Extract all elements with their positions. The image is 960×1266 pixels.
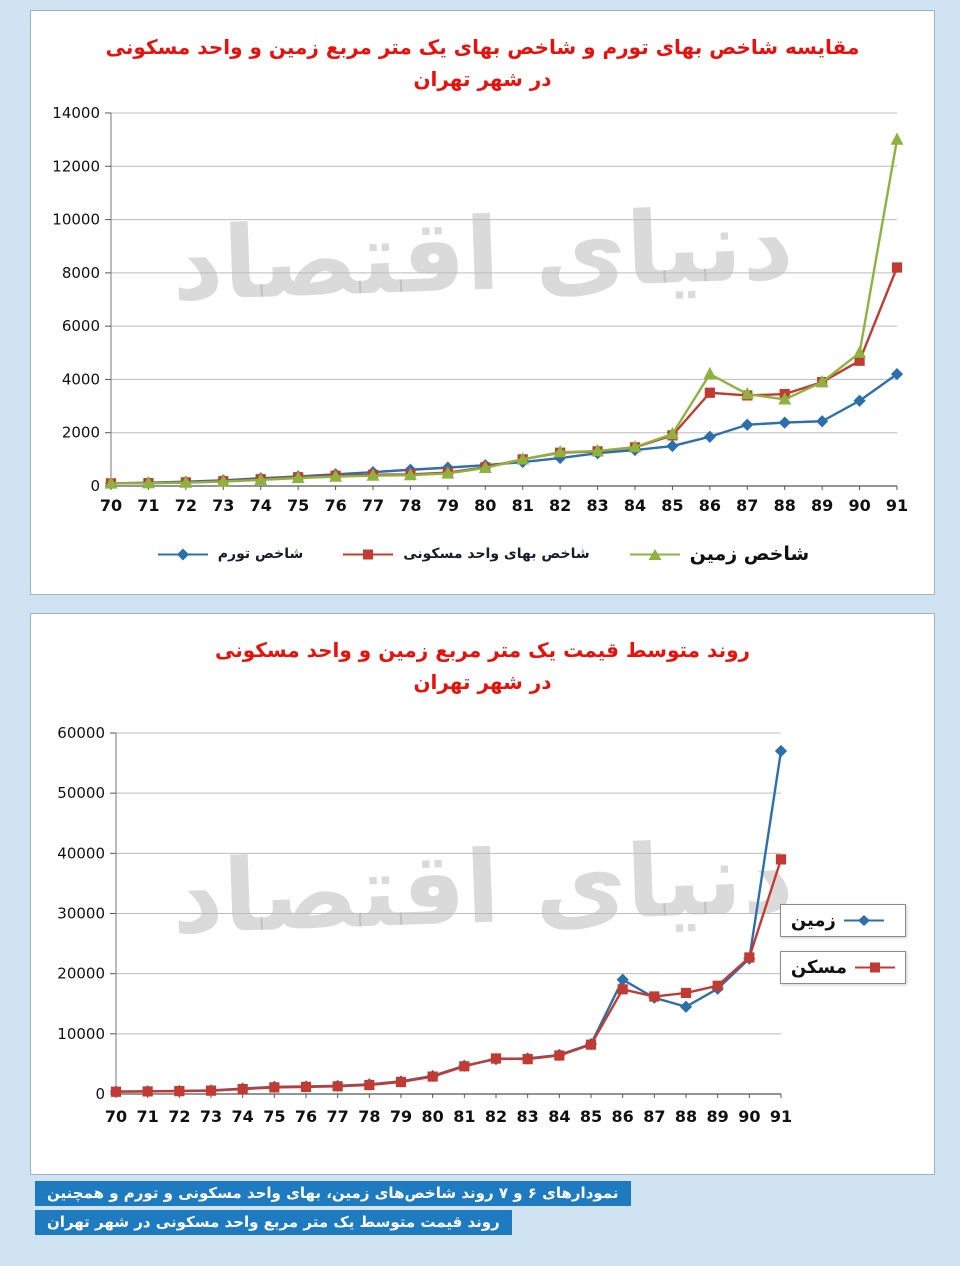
caption: نمودارهای ۶ و ۷ روند شاخص‌های زمین، بهای…: [35, 1181, 631, 1239]
svg-text:14000: 14000: [52, 104, 100, 122]
svg-text:73: 73: [212, 496, 234, 515]
legend-label-housing-index: شاخص بهای واحد مسکونی: [403, 546, 590, 562]
legend-item-inflation-index: شاخص تورم: [156, 546, 303, 562]
svg-text:80: 80: [474, 496, 496, 515]
chart-title: روند متوسط قیمت یک متر مربع زمین و واحد …: [31, 614, 934, 698]
svg-text:81: 81: [512, 496, 534, 515]
svg-text:20000: 20000: [57, 965, 105, 983]
svg-text:79: 79: [390, 1107, 412, 1126]
svg-text:70: 70: [105, 1107, 127, 1126]
svg-text:84: 84: [548, 1107, 570, 1126]
chart-title-line2: در شهر تهران: [413, 670, 552, 694]
svg-text:85: 85: [580, 1107, 602, 1126]
legend-item-land: زمین: [779, 904, 906, 937]
svg-text:50000: 50000: [57, 784, 105, 802]
svg-text:87: 87: [736, 496, 758, 515]
legend-swatch-land: [843, 915, 884, 926]
legend-label-inflation: شاخص تورم: [217, 546, 304, 562]
chart-title-line2: در شهر تهران: [413, 67, 552, 91]
svg-text:86: 86: [612, 1107, 634, 1126]
svg-text:70: 70: [100, 496, 122, 515]
svg-text:75: 75: [263, 1107, 285, 1126]
line-chart-price-trend: 0 10000 20000 30000 40000 50000 60000 70 71 72 73 7…: [57, 724, 792, 1126]
legend-swatch-land-index: [629, 548, 680, 560]
svg-text:0: 0: [95, 1085, 105, 1103]
svg-text:73: 73: [200, 1107, 222, 1126]
legend-item-housing-price-index: شاخص بهای واحد مسکونی: [341, 546, 590, 562]
square-marker-icon: [363, 549, 374, 559]
triangle-marker-icon: [648, 548, 662, 560]
legend-swatch-housing-index: [343, 549, 394, 559]
svg-text:71: 71: [137, 496, 159, 515]
caption-line-2: روند قیمت متوسط یک متر مربع واحد مسکونی …: [35, 1210, 512, 1235]
chart-title-line1: روند متوسط قیمت یک متر مربع زمین و واحد …: [214, 638, 751, 662]
svg-text:4000: 4000: [62, 370, 100, 388]
legend-item-housing: مسکن: [779, 951, 906, 984]
chart-title-line1: مقایسه شاخص بهای تورم و شاخص بهای یک متر…: [105, 35, 860, 59]
square-marker-icon: [870, 962, 880, 973]
legend-item-land-index: شاخص زمین: [628, 543, 810, 565]
svg-text:78: 78: [399, 496, 421, 515]
svg-text:82: 82: [485, 1107, 507, 1126]
svg-text:72: 72: [168, 1107, 190, 1126]
svg-text:82: 82: [549, 496, 571, 515]
svg-text:88: 88: [774, 496, 796, 515]
svg-text:74: 74: [232, 1107, 254, 1126]
svg-text:90: 90: [738, 1107, 760, 1126]
svg-text:10000: 10000: [52, 211, 100, 229]
svg-text:77: 77: [327, 1107, 349, 1126]
svg-text:0: 0: [90, 477, 100, 495]
svg-text:88: 88: [675, 1107, 697, 1126]
legend-label-housing: مسکن: [790, 957, 847, 978]
legend-label-land-index: شاخص زمین: [689, 543, 810, 565]
svg-text:60000: 60000: [57, 724, 105, 742]
svg-text:89: 89: [707, 1107, 729, 1126]
legend-swatch-housing: [855, 962, 895, 973]
svg-text:84: 84: [624, 496, 646, 515]
svg-text:71: 71: [137, 1107, 159, 1126]
diamond-marker-icon: [857, 915, 870, 926]
svg-text:8000: 8000: [62, 264, 100, 282]
svg-text:91: 91: [770, 1107, 792, 1126]
legend: زمین مسکن: [779, 904, 906, 984]
chart-panel-price-trend: روند متوسط قیمت یک متر مربع زمین و واحد …: [30, 613, 935, 1175]
diamond-marker-icon: [176, 548, 189, 560]
svg-text:83: 83: [517, 1107, 539, 1126]
svg-text:83: 83: [586, 496, 608, 515]
svg-text:6000: 6000: [62, 317, 100, 335]
chart-title: مقایسه شاخص بهای تورم و شاخص بهای یک متر…: [31, 11, 934, 95]
svg-text:85: 85: [661, 496, 683, 515]
legend-swatch-inflation: [157, 548, 208, 560]
svg-text:89: 89: [811, 496, 833, 515]
chart-panel-index-comparison: مقایسه شاخص بهای تورم و شاخص بهای یک متر…: [30, 10, 935, 595]
svg-text:2000: 2000: [62, 424, 100, 442]
legend-label-land: زمین: [790, 910, 836, 931]
svg-text:77: 77: [362, 496, 384, 515]
svg-text:74: 74: [250, 496, 272, 515]
svg-text:40000: 40000: [57, 844, 105, 862]
svg-text:80: 80: [422, 1107, 444, 1126]
svg-text:79: 79: [437, 496, 459, 515]
caption-line-1: نمودارهای ۶ و ۷ روند شاخص‌های زمین، بهای…: [35, 1181, 631, 1206]
svg-text:30000: 30000: [57, 905, 105, 923]
svg-text:76: 76: [324, 496, 346, 515]
line-chart-index-comparison: 0 2000 4000 6000 8000 10000 12000 14000 70 71 72 73…: [52, 104, 908, 515]
svg-text:75: 75: [287, 496, 309, 515]
svg-text:12000: 12000: [52, 157, 100, 175]
svg-text:72: 72: [175, 496, 197, 515]
legend: شاخص تورم شاخص بهای واحد مسکونی شاخص زمی…: [31, 543, 934, 565]
svg-text:86: 86: [699, 496, 721, 515]
svg-text:76: 76: [295, 1107, 317, 1126]
svg-text:81: 81: [453, 1107, 475, 1126]
svg-text:10000: 10000: [57, 1025, 105, 1043]
svg-text:87: 87: [643, 1107, 665, 1126]
svg-text:91: 91: [886, 496, 908, 515]
svg-text:78: 78: [358, 1107, 380, 1126]
svg-text:90: 90: [848, 496, 870, 515]
